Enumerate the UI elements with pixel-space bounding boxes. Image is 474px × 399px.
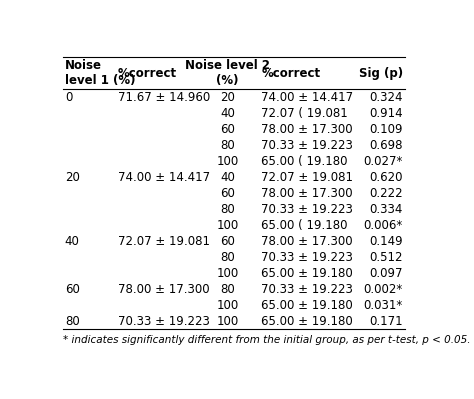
Text: 78.00 ± 17.300: 78.00 ± 17.300 (118, 282, 210, 296)
Text: 0: 0 (65, 91, 72, 104)
Text: 100: 100 (216, 219, 238, 232)
Text: 78.00 ± 17.300: 78.00 ± 17.300 (261, 123, 353, 136)
Text: 40: 40 (220, 107, 235, 120)
Text: 65.00 ± 19.180: 65.00 ± 19.180 (261, 267, 353, 280)
Text: 0.027*: 0.027* (364, 155, 403, 168)
Text: 80: 80 (220, 251, 235, 264)
Text: 0.031*: 0.031* (364, 298, 403, 312)
Text: 20: 20 (220, 91, 235, 104)
Text: 65.00 ± 19.180: 65.00 ± 19.180 (261, 298, 353, 312)
Text: 60: 60 (220, 187, 235, 200)
Text: 40: 40 (65, 235, 80, 248)
Text: 70.33 ± 19.223: 70.33 ± 19.223 (261, 251, 353, 264)
Text: 60: 60 (65, 282, 80, 296)
Text: Noise
level 1 (%): Noise level 1 (%) (65, 59, 135, 87)
Text: 80: 80 (65, 314, 80, 328)
Text: 80: 80 (220, 282, 235, 296)
Text: 78.00 ± 17.300: 78.00 ± 17.300 (261, 235, 353, 248)
Text: 80: 80 (220, 139, 235, 152)
Text: 60: 60 (220, 123, 235, 136)
Text: 72.07 ± 19.081: 72.07 ± 19.081 (118, 235, 210, 248)
Text: 0.006*: 0.006* (364, 219, 403, 232)
Text: 100: 100 (216, 314, 238, 328)
Text: 65.00 ( 19.180: 65.00 ( 19.180 (261, 219, 348, 232)
Text: Noise level 2
(%): Noise level 2 (%) (185, 59, 270, 87)
Text: 100: 100 (216, 298, 238, 312)
Text: Sig (p): Sig (p) (359, 67, 403, 80)
Text: 40: 40 (220, 171, 235, 184)
Text: 0.149: 0.149 (369, 235, 403, 248)
Text: 74.00 ± 14.417: 74.00 ± 14.417 (118, 171, 210, 184)
Text: 100: 100 (216, 155, 238, 168)
Text: 0.914: 0.914 (369, 107, 403, 120)
Text: 70.33 ± 19.223: 70.33 ± 19.223 (261, 282, 353, 296)
Text: 60: 60 (220, 235, 235, 248)
Text: 71.67 ± 14.960: 71.67 ± 14.960 (118, 91, 210, 104)
Text: 0.171: 0.171 (369, 314, 403, 328)
Text: 72.07 ± 19.081: 72.07 ± 19.081 (261, 171, 353, 184)
Text: 0.620: 0.620 (369, 171, 403, 184)
Text: 0.002*: 0.002* (364, 282, 403, 296)
Text: 0.109: 0.109 (369, 123, 403, 136)
Text: 70.33 ± 19.223: 70.33 ± 19.223 (261, 203, 353, 216)
Text: 74.00 ± 14.417: 74.00 ± 14.417 (261, 91, 354, 104)
Text: 70.33 ± 19.223: 70.33 ± 19.223 (118, 314, 210, 328)
Text: 65.00 ( 19.180: 65.00 ( 19.180 (261, 155, 348, 168)
Text: %correct: %correct (261, 67, 320, 80)
Text: 0.698: 0.698 (369, 139, 403, 152)
Text: 0.222: 0.222 (369, 187, 403, 200)
Text: 20: 20 (65, 171, 80, 184)
Text: 70.33 ± 19.223: 70.33 ± 19.223 (261, 139, 353, 152)
Text: 100: 100 (216, 267, 238, 280)
Text: 0.334: 0.334 (369, 203, 403, 216)
Text: * indicates significantly different from the initial group, as per t-test, p < 0: * indicates significantly different from… (63, 335, 470, 345)
Text: 0.512: 0.512 (369, 251, 403, 264)
Text: 72.07 ( 19.081: 72.07 ( 19.081 (261, 107, 348, 120)
Text: %correct: %correct (118, 67, 177, 80)
Text: 65.00 ± 19.180: 65.00 ± 19.180 (261, 314, 353, 328)
Text: 80: 80 (220, 203, 235, 216)
Text: 0.324: 0.324 (369, 91, 403, 104)
Text: 78.00 ± 17.300: 78.00 ± 17.300 (261, 187, 353, 200)
Text: 0.097: 0.097 (369, 267, 403, 280)
